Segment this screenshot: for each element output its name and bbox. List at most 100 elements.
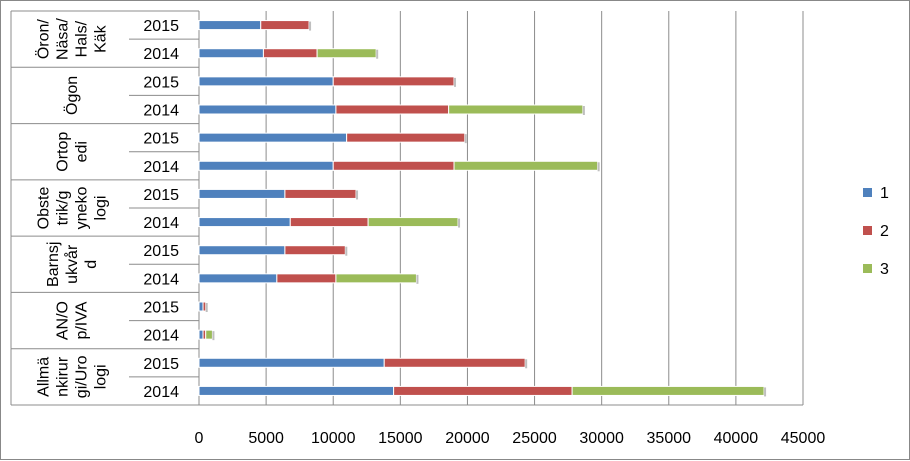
category-tick-label: 2014 [143,384,179,401]
group-label: Ortop edi [55,132,91,172]
category-tick-label: 2014 [143,159,179,176]
bar-series-2 [262,48,318,59]
category-tick-label: 2015 [143,300,179,317]
x-tick-label: 30000 [579,430,624,447]
bar-shadow [458,218,461,228]
group-label: Obste trik/g yneko logi [36,187,110,230]
group-label-line: yneko [74,187,91,230]
category-tick-label: 2015 [143,131,179,148]
bar-series-2 [289,217,369,228]
group-label-line: d [83,260,100,269]
bar-series-2 [284,245,346,256]
group-label-line: Allmä [36,357,53,397]
bar-series-1 [198,273,278,284]
bar-shadow [356,190,359,200]
bar-shadow [212,331,215,341]
x-tick-label: 45000 [781,430,826,447]
group-label: Öron/Näsa/Hals/Käk [35,18,110,60]
bar-series-1 [198,48,264,59]
group-label-line: ukvår [63,244,81,284]
group-label-line: Näsa/ [55,18,72,60]
legend-swatch-1 [863,188,872,197]
group-label-line: nkirur [55,356,72,397]
bar-series-3 [205,329,213,340]
bar-shadow [376,49,379,59]
group-label-line: edi [74,141,91,162]
category-tick-label: 2014 [143,46,179,63]
bar-shadow [345,246,348,256]
category-tick-label: 2015 [143,356,179,373]
bar-series-3 [571,385,765,396]
bar-series-2 [202,301,207,312]
x-tick-label: 10000 [311,430,356,447]
category-tick-label: 2014 [143,215,179,232]
bar-series-1 [198,104,337,115]
group-label-line: Öron/ [35,19,53,60]
bar-series-1 [198,217,291,228]
x-tick-label: 25000 [512,430,557,447]
bar-series-2 [276,273,337,284]
category-tick-label: 2014 [143,271,179,288]
category-tick-label: 2015 [143,187,179,204]
x-tick-label: 5000 [248,430,284,447]
bar-series-3 [453,160,599,171]
bar-shadow [205,303,208,312]
bar-series-2 [332,76,455,87]
bar-series-3 [316,48,377,59]
bar-series-1 [198,76,334,87]
group-label-line: AN/O [55,301,72,340]
bar-series-2 [383,357,526,368]
x-tick-label: 15000 [378,430,423,447]
group-label-line: p/IVA [74,301,91,339]
bar-shadow [454,77,457,87]
bar-shadow [464,134,467,144]
group-label-line: Käk [93,24,110,53]
group-label-line: gi/Uro [74,355,91,398]
group-label-line: Hals/ [74,20,91,57]
x-tick-label: 40000 [714,430,759,447]
legend-label-1: 1 [880,185,889,202]
x-tick-label: 35000 [647,430,692,447]
legend-swatch-2 [863,226,872,235]
bar-series-1 [198,385,395,396]
category-tick-label: 2014 [143,103,179,120]
category-tick-label: 2015 [143,74,179,91]
bar-series-1 [198,132,348,143]
bar-shadow [525,359,528,369]
bar-series-2 [332,160,455,171]
legend-label-2: 2 [880,223,889,240]
group-label: AN/O p/IVA [55,301,91,340]
legend-label-3: 3 [880,261,889,278]
bar-shadow [764,387,767,397]
group-label: Ögon [63,76,81,115]
bar-series-2 [260,20,310,31]
x-tick-label: 0 [195,430,204,447]
group-label-line: logi [93,364,110,389]
bar-series-2 [284,188,357,199]
category-tick-label: 2014 [143,328,179,345]
group-label-line: Ortop [55,132,72,172]
bar-series-1 [198,357,385,368]
bar-series-2 [335,104,450,115]
group-label-line: trik/g [55,191,72,226]
bar-series-1 [198,160,334,171]
group-label: Barnsj ukvår d [45,242,100,287]
bar-series-2 [393,385,573,396]
bar-shadow [416,274,419,284]
category-tick-label: 2015 [143,18,179,35]
bar-series-1 [198,188,286,199]
bar-shadow [309,21,312,31]
bar-shadow [597,162,600,172]
bar-series-1 [198,20,262,31]
group-label-line: Obste [36,187,53,230]
bar-series-1 [198,329,204,340]
bar-shadow [582,106,585,115]
group-label: Allmä nkirur gi/Uro logi [36,355,110,398]
group-label-line: logi [93,196,110,221]
bar-series-3 [335,273,417,284]
group-label-line: Barnsj [45,242,62,287]
group-label-line: Ögon [63,76,81,115]
bar-series-1 [198,245,286,256]
